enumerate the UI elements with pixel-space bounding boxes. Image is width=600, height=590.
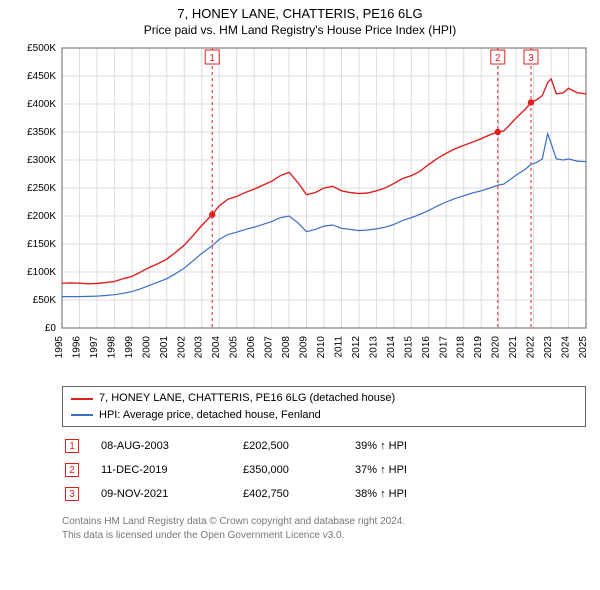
svg-text:2022: 2022 (526, 336, 537, 359)
svg-text:2016: 2016 (421, 336, 432, 359)
svg-text:2025: 2025 (578, 336, 589, 359)
svg-text:1996: 1996 (71, 336, 82, 359)
legend-row-series0: 7, HONEY LANE, CHATTERIS, PE16 6LG (deta… (71, 390, 577, 407)
svg-text:£50K: £50K (33, 295, 57, 306)
svg-text:1999: 1999 (124, 336, 135, 359)
svg-text:2008: 2008 (281, 336, 292, 359)
marker-row: 1 08-AUG-2003£202,50039% ↑ HPI (64, 435, 584, 457)
svg-text:2007: 2007 (264, 336, 275, 359)
marker-row: 2 11-DEC-2019£350,00037% ↑ HPI (64, 459, 584, 481)
marker-badge: 3 (65, 487, 79, 501)
marker-badge-cell: 1 (64, 435, 98, 457)
svg-text:£150K: £150K (27, 239, 56, 250)
svg-text:3: 3 (528, 53, 534, 64)
legend-label-0: 7, HONEY LANE, CHATTERIS, PE16 6LG (deta… (99, 390, 395, 407)
svg-text:2005: 2005 (229, 336, 240, 359)
svg-text:2013: 2013 (368, 336, 379, 359)
chart-svg: £0 £50K £100K £150K £200K £250K £300K £350K £400… (10, 42, 590, 380)
svg-text:2020: 2020 (491, 336, 502, 359)
marker-badge: 1 (65, 439, 79, 453)
marker-price: £350,000 (242, 459, 352, 481)
marker-date: 11-DEC-2019 (100, 459, 240, 481)
marker-badge: 2 (65, 463, 79, 477)
legend-label-1: HPI: Average price, detached house, Fenl… (99, 407, 321, 424)
svg-text:2023: 2023 (543, 336, 554, 359)
chart-title: 7, HONEY LANE, CHATTERIS, PE16 6LG (10, 6, 590, 23)
marker-pct: 37% ↑ HPI (354, 459, 584, 481)
svg-text:£450K: £450K (27, 71, 56, 82)
legend-swatch-0 (71, 398, 93, 400)
svg-text:2014: 2014 (386, 336, 397, 359)
footer-line-2: This data is licensed under the Open Gov… (62, 529, 586, 543)
footer-line-1: Contains HM Land Registry data © Crown c… (62, 515, 586, 529)
svg-text:2010: 2010 (316, 336, 327, 359)
legend-swatch-1 (71, 414, 93, 416)
svg-text:2001: 2001 (159, 336, 170, 359)
svg-text:2012: 2012 (351, 336, 362, 359)
legend-row-series1: HPI: Average price, detached house, Fenl… (71, 407, 577, 424)
svg-text:£100K: £100K (27, 267, 56, 278)
legend-box: 7, HONEY LANE, CHATTERIS, PE16 6LG (deta… (62, 386, 586, 427)
svg-text:2011: 2011 (333, 336, 344, 358)
svg-text:2018: 2018 (456, 336, 467, 359)
svg-text:2002: 2002 (176, 336, 187, 359)
svg-text:2: 2 (495, 53, 501, 64)
svg-text:2015: 2015 (403, 336, 414, 359)
marker-badge-cell: 3 (64, 483, 98, 505)
svg-text:2021: 2021 (508, 336, 519, 359)
marker-date: 09-NOV-2021 (100, 483, 240, 505)
marker-date: 08-AUG-2003 (100, 435, 240, 457)
svg-text:1998: 1998 (106, 336, 117, 359)
marker-badge-cell: 2 (64, 459, 98, 481)
chart-area: £0 £50K £100K £150K £200K £250K £300K £350K £400… (10, 42, 590, 380)
svg-text:2017: 2017 (438, 336, 449, 359)
svg-text:£200K: £200K (27, 211, 56, 222)
footer-attribution: Contains HM Land Registry data © Crown c… (62, 515, 586, 542)
marker-pct: 39% ↑ HPI (354, 435, 584, 457)
svg-text:£500K: £500K (27, 43, 56, 54)
marker-price: £402,750 (242, 483, 352, 505)
svg-text:2000: 2000 (141, 336, 152, 359)
svg-text:2006: 2006 (246, 336, 257, 359)
svg-text:1: 1 (209, 53, 215, 64)
svg-text:£400K: £400K (27, 99, 56, 110)
page-container: 7, HONEY LANE, CHATTERIS, PE16 6LG Price… (0, 0, 600, 590)
marker-row: 3 09-NOV-2021£402,75038% ↑ HPI (64, 483, 584, 505)
svg-text:2004: 2004 (211, 336, 222, 359)
svg-text:£350K: £350K (27, 127, 56, 138)
svg-text:£250K: £250K (27, 183, 56, 194)
svg-text:£0: £0 (45, 323, 57, 334)
svg-text:1995: 1995 (54, 336, 65, 359)
markers-table: 1 08-AUG-2003£202,50039% ↑ HPI 2 11-DEC-201… (62, 433, 586, 507)
svg-text:2003: 2003 (194, 336, 205, 359)
chart-subtitle: Price paid vs. HM Land Registry's House … (10, 23, 590, 39)
svg-text:£300K: £300K (27, 155, 56, 166)
svg-text:2019: 2019 (473, 336, 484, 359)
svg-text:1997: 1997 (89, 336, 100, 359)
svg-text:2024: 2024 (561, 336, 572, 359)
marker-pct: 38% ↑ HPI (354, 483, 584, 505)
marker-price: £202,500 (242, 435, 352, 457)
svg-text:2009: 2009 (299, 336, 310, 359)
